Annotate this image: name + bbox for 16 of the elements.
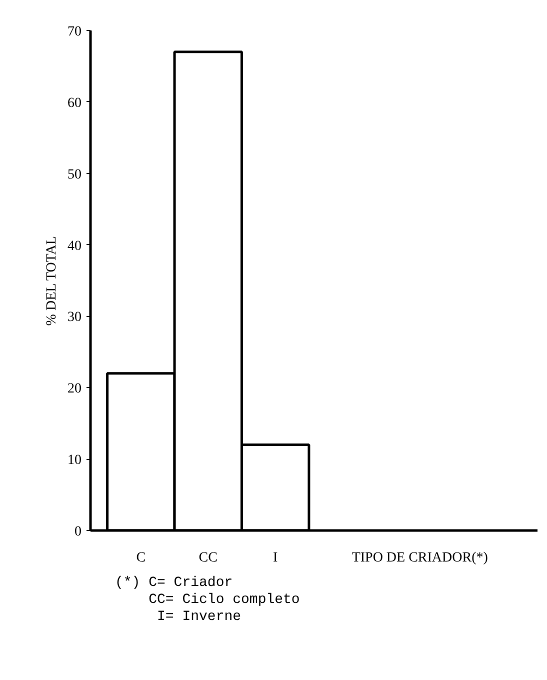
text: (*) C= Criador xyxy=(115,575,233,591)
y-tick-label: 0 xyxy=(74,524,82,540)
y-tick-label: 10 xyxy=(68,453,82,468)
y-axis-title: % DEL TOTAL xyxy=(44,236,60,326)
y-tick-label: 20 xyxy=(68,382,82,397)
y-tick-label: 40 xyxy=(68,238,82,254)
y-tick-label: 50 xyxy=(68,167,82,182)
x-tick-label: I xyxy=(273,550,278,566)
text: CC= Ciclo completo xyxy=(148,592,300,608)
y-tick-label: 70 xyxy=(68,24,82,40)
text: I= Inverne xyxy=(157,608,242,625)
x-axis-title: TIPO DE CRIADOR(*) xyxy=(352,550,488,566)
y-tick-label: 60 xyxy=(68,96,82,111)
x-tick-label: CC xyxy=(198,550,218,566)
y-tick-label: 30 xyxy=(68,310,82,326)
x-tick-label: C xyxy=(136,550,146,566)
